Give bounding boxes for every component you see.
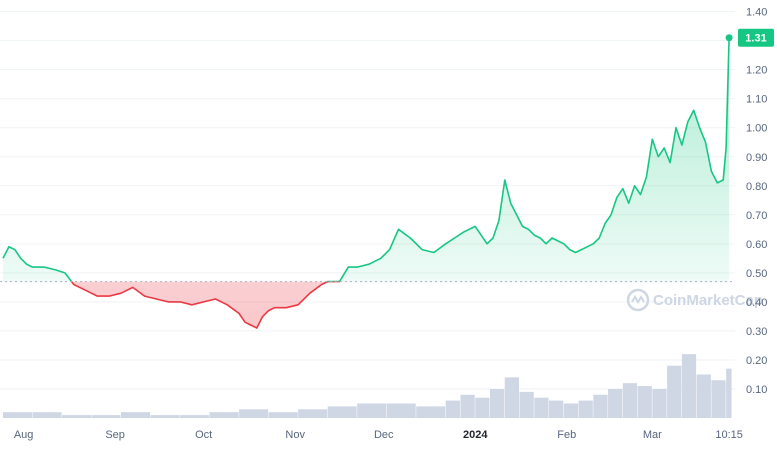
y-tick-label: 0.50: [746, 268, 767, 280]
y-axis: 1.401.301.201.101.000.900.800.700.600.50…: [746, 7, 767, 396]
volume-bar: [180, 415, 210, 418]
volume-bar: [504, 377, 520, 418]
volume-bar: [519, 391, 534, 418]
x-tick-label: Dec: [374, 429, 394, 441]
volume-bar: [61, 415, 92, 418]
x-tick-label: Mar: [643, 429, 662, 441]
volume-bar: [239, 409, 269, 418]
price-line: [2, 37, 730, 329]
volume-bar: [416, 406, 446, 418]
x-axis: Aug Sep Oct Nov Dec 2024 Feb Mar 10:15: [14, 429, 743, 441]
volume-bar: [32, 412, 62, 418]
volume-bar: [549, 400, 564, 418]
volume-bar: [445, 400, 460, 418]
y-tick-label: 0.70: [746, 210, 767, 222]
price-line-above: [2, 37, 730, 282]
volume-bar: [681, 354, 697, 418]
price-line-below: [70, 281, 341, 329]
y-tick-label: 0.40: [746, 297, 767, 309]
watermark-text: CoinMarketCap: [653, 292, 763, 309]
x-tick-label: 10:15: [715, 429, 743, 441]
x-tick-label: Sep: [105, 429, 125, 441]
volume-bar: [534, 397, 549, 418]
y-tick-label: 0.80: [746, 181, 767, 193]
price-area: [3, 37, 730, 328]
volume-bar: [386, 403, 416, 418]
current-price-tag: 1.31: [738, 28, 774, 47]
y-tick-label: 0.90: [746, 152, 767, 164]
volume-bar: [490, 388, 505, 418]
volume-bar: [578, 400, 593, 418]
coinmarketcap-logo-icon: [626, 288, 650, 312]
volume-bar: [475, 397, 490, 418]
volume-bar: [637, 386, 652, 418]
coinmarketcap-watermark: CoinMarketCap: [626, 288, 763, 312]
volume-bar: [563, 403, 579, 418]
price-area-below: [3, 281, 730, 328]
volume-bar: [2, 412, 32, 418]
volume-bar: [91, 415, 121, 418]
volume-bar: [268, 412, 298, 418]
volume-bar: [593, 394, 608, 418]
y-tick-label: 0.30: [746, 326, 767, 338]
y-tick-label: 1.40: [746, 7, 767, 19]
x-tick-label: Feb: [557, 429, 576, 441]
volume-bar: [357, 403, 387, 418]
price-area-above: [3, 37, 730, 282]
volume-bar: [209, 412, 239, 418]
y-tick-label: 0.20: [746, 355, 767, 367]
y-tick-label: 1.10: [746, 94, 767, 106]
x-tick-label: Nov: [285, 429, 305, 441]
volume-bar: [608, 388, 623, 418]
x-tick-label: Oct: [195, 429, 212, 441]
volume-bars: [2, 354, 732, 418]
x-tick-label: 2024: [463, 429, 488, 441]
volume-bar: [121, 412, 151, 418]
volume-bar: [652, 388, 667, 418]
y-tick-label: 1.20: [746, 65, 767, 77]
volume-bar: [327, 406, 357, 418]
coinmarketcap-logo-wave: [631, 295, 645, 304]
volume-bar: [460, 394, 475, 418]
volume-bar: [622, 383, 638, 418]
y-tick-label: 1.00: [746, 123, 767, 135]
current-price-tag-bg: [738, 28, 774, 47]
x-tick-label: Aug: [14, 429, 34, 441]
volume-bar: [711, 380, 726, 418]
y-tick-label: 0.60: [746, 239, 767, 251]
volume-bar: [726, 368, 732, 418]
y-tick-label: 0.10: [746, 384, 767, 396]
volume-bar: [667, 365, 682, 418]
current-price-label: 1.31: [745, 33, 766, 45]
current-price-dot: [725, 34, 733, 42]
volume-bar: [298, 409, 328, 418]
volume-bar: [696, 374, 711, 418]
volume-bar: [150, 415, 180, 418]
